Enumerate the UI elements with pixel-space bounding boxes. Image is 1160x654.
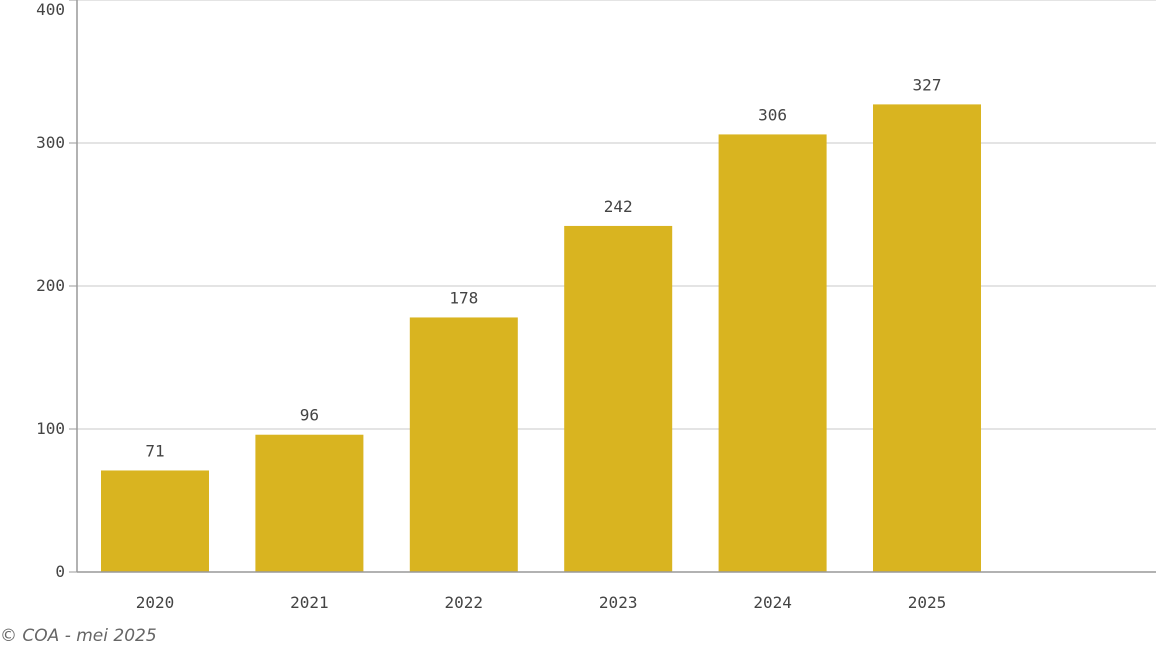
bars (101, 104, 981, 573)
copyright-credit: © COA - mei 2025 (0, 626, 157, 646)
bar-value-label: 306 (758, 105, 787, 124)
bar-value-label: 242 (604, 197, 633, 216)
y-axis-tick-labels: 0 100 200 300 400 (36, 0, 77, 581)
bar-value-label: 327 (913, 75, 942, 94)
bar-value-label: 71 (145, 441, 164, 460)
y-tick-label: 200 (36, 276, 65, 295)
bar (564, 225, 673, 572)
bar-value-label: 96 (300, 406, 319, 425)
x-tick-label: 2025 (908, 593, 947, 612)
y-tick-label: 100 (36, 419, 65, 438)
value-labels: 71 96 178 242 306 327 (145, 75, 941, 460)
x-tick-label: 2021 (290, 593, 329, 612)
x-tick-label: 2020 (136, 593, 175, 612)
bar (409, 317, 518, 572)
y-tick-label: 0 (55, 562, 65, 581)
y-tick-label: 300 (36, 133, 65, 152)
bar (101, 470, 209, 572)
x-tick-label: 2023 (599, 593, 638, 612)
bar (873, 104, 981, 572)
x-axis-tick-labels: 2020 2021 2022 2023 2024 2025 (136, 593, 947, 612)
bar (255, 434, 364, 572)
bar (718, 134, 827, 573)
y-tick-label: 400 (36, 0, 65, 19)
x-tick-label: 2022 (445, 593, 484, 612)
x-tick-label: 2024 (753, 593, 792, 612)
bar-value-label: 178 (449, 288, 478, 307)
